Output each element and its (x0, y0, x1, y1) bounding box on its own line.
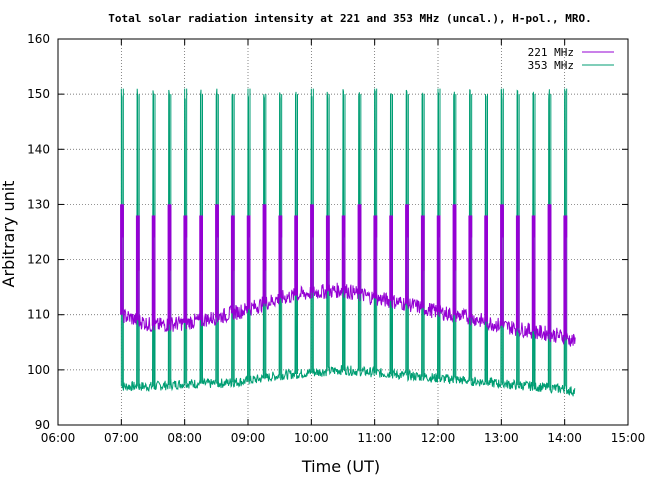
y-tick-label: 160 (27, 32, 50, 46)
x-tick-label: 12:00 (421, 431, 456, 445)
series-line-353-mhz (120, 88, 576, 397)
x-tick-label: 15:00 (611, 431, 646, 445)
legend-label: 221 MHz (528, 46, 574, 59)
y-tick-label: 130 (27, 197, 50, 211)
series-layer (120, 88, 576, 397)
x-tick-label: 09:00 (231, 431, 266, 445)
legend-label: 353 MHz (528, 59, 574, 72)
y-tick-label: 100 (27, 363, 50, 377)
y-tick-label: 120 (27, 253, 50, 267)
plot-frame (57, 38, 629, 426)
y-axis-ticks: 90 100 110 120 130 140 150 160 (27, 32, 628, 432)
y-tick-label: 110 (27, 308, 50, 322)
x-tick-label: 13:00 (484, 431, 519, 445)
y-tick-label: 150 (27, 87, 50, 101)
x-tick-label: 10:00 (294, 431, 329, 445)
y-tick-label: 140 (27, 142, 50, 156)
y-tick-label: 90 (35, 418, 50, 432)
x-axis-ticks: 06:00 07:00 08:00 09:00 10:00 11:00 12:00 13:00… (41, 39, 646, 445)
x-tick-label: 08:00 (167, 431, 202, 445)
x-tick-label: 14:00 (547, 431, 582, 445)
x-tick-label: 06:00 (41, 431, 76, 445)
y-axis-label: Arbitrary unit (0, 181, 18, 288)
x-tick-label: 07:00 (104, 431, 139, 445)
x-tick-label: 11:00 (357, 431, 392, 445)
series-line-221-mhz (121, 203, 576, 347)
x-axis-label: Time (UT) (301, 457, 380, 476)
chart-title: Total solar radiation intensity at 221 a… (108, 12, 591, 25)
